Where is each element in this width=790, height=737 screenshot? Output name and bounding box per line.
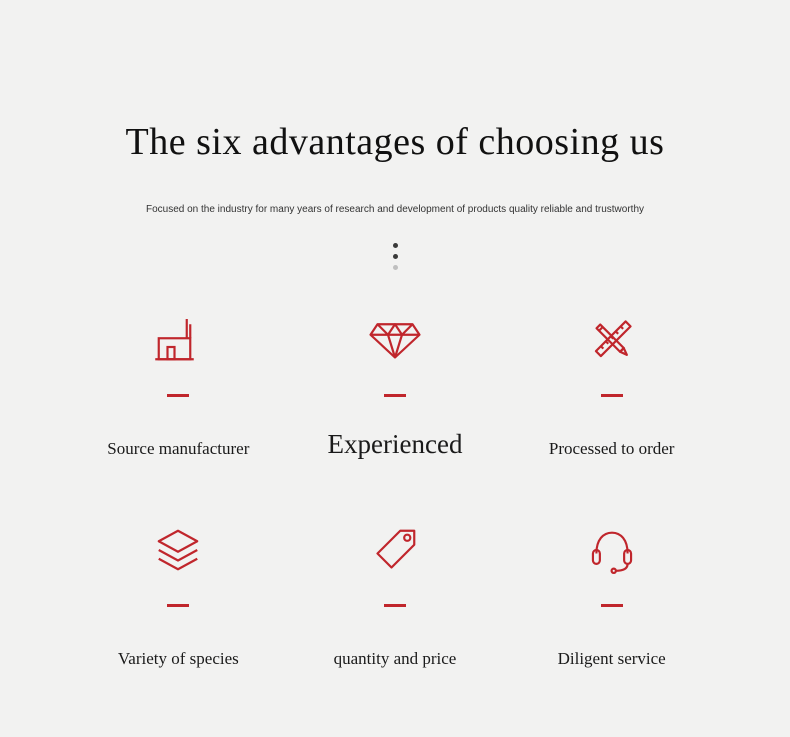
- advantage-label: Variety of species: [118, 649, 239, 669]
- advantage-source-manufacturer: Source manufacturer: [70, 310, 287, 460]
- section-subtitle: Focused on the industry for many years o…: [0, 204, 790, 215]
- advantages-grid: Source manufacturer Experienced: [0, 310, 790, 669]
- underline: [601, 604, 623, 607]
- advantage-experienced: Experienced: [287, 310, 504, 460]
- underline: [384, 604, 406, 607]
- dot: [393, 254, 398, 259]
- underline: [167, 604, 189, 607]
- advantage-label: Experienced: [328, 429, 463, 460]
- section-title: The six advantages of choosing us: [0, 120, 790, 164]
- advantage-label: quantity and price: [334, 649, 457, 669]
- factory-icon: [150, 310, 206, 370]
- advantage-processed-to-order: Processed to order: [503, 310, 720, 460]
- dots-divider: [0, 243, 790, 270]
- advantage-diligent-service: Diligent service: [503, 520, 720, 669]
- dot: [393, 243, 398, 248]
- layers-icon: [150, 520, 206, 580]
- advantage-label: Processed to order: [549, 439, 675, 459]
- ruler-pencil-icon: [584, 310, 640, 370]
- advantage-label: Source manufacturer: [107, 439, 249, 459]
- advantage-quantity-and-price: quantity and price: [287, 520, 504, 669]
- underline: [601, 394, 623, 397]
- dot: [393, 265, 398, 270]
- tag-icon: [367, 520, 423, 580]
- advantage-label: Diligent service: [558, 649, 666, 669]
- diamond-icon: [367, 310, 423, 370]
- underline: [167, 394, 189, 397]
- headset-icon: [584, 520, 640, 580]
- advantages-section: The six advantages of choosing us Focuse…: [0, 0, 790, 669]
- underline: [384, 394, 406, 397]
- advantage-variety-of-species: Variety of species: [70, 520, 287, 669]
